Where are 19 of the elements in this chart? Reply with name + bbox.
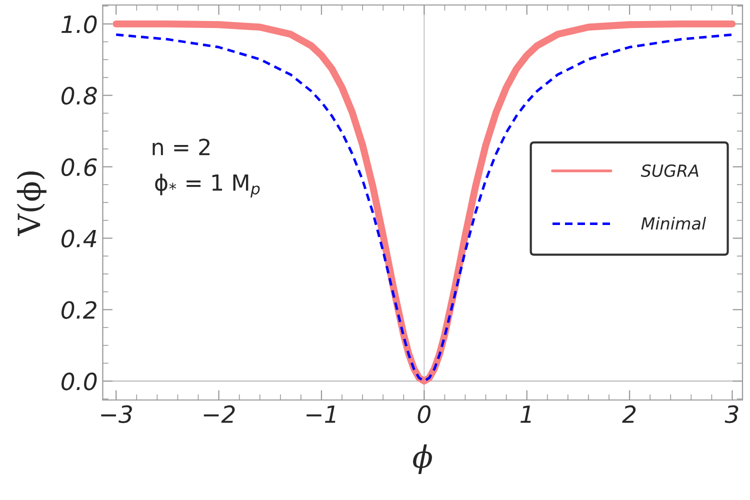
y-axis-title: V(ϕ) [16,172,46,236]
x-tick-label: −3 [101,405,132,424]
y-tick-label: 1.0 [61,15,97,34]
y-tick-label: 0.8 [62,86,97,105]
x-tick-label: 2 [622,405,636,423]
y-tick-label: 0.2 [62,301,96,319]
x-tick-label: 0 [418,405,430,424]
annotation: n = 2 [152,138,210,156]
y-tick-label: 0.0 [62,372,97,390]
x-tick-label: 3 [724,405,738,424]
annotation: ϕ$_{*}$ = 1 M$_{p}$ [155,174,260,198]
y-tick-label: 0.4 [62,230,96,248]
x-axis-title: ϕ [413,444,432,474]
x-tick-label: −2 [204,405,235,423]
y-tick-label: 0.6 [62,158,97,176]
x-tick-label: 1 [520,406,531,423]
legend-label: Minimal [641,216,706,230]
x-tick-label: −1 [306,406,336,423]
legend-label: SUGRA [640,164,698,177]
